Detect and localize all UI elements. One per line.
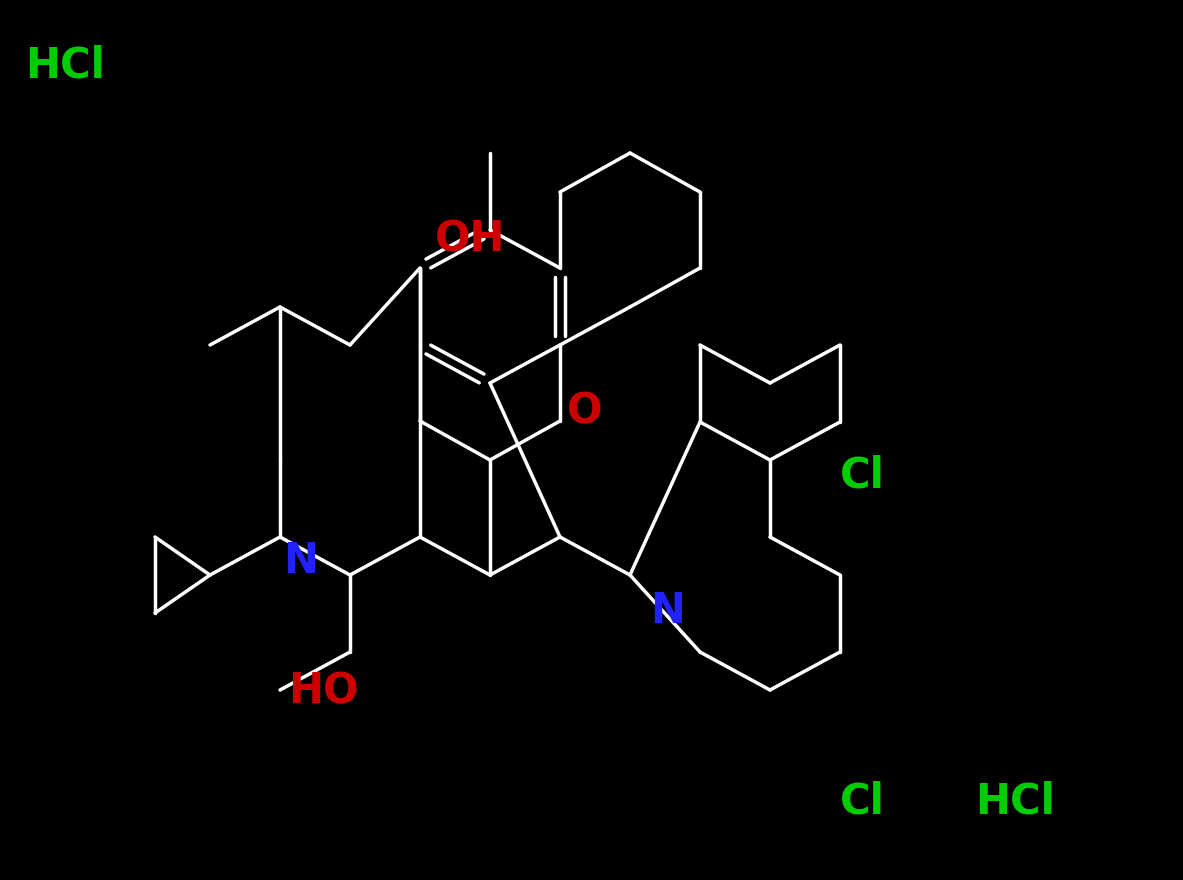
Text: O: O xyxy=(567,390,602,432)
Text: HCl: HCl xyxy=(25,45,105,87)
Text: HO: HO xyxy=(287,670,358,712)
Text: Cl: Cl xyxy=(840,780,885,822)
Text: HCl: HCl xyxy=(975,780,1055,822)
Text: Cl: Cl xyxy=(840,455,885,497)
Text: OH: OH xyxy=(435,218,505,260)
Text: N: N xyxy=(283,540,318,582)
Text: N: N xyxy=(649,590,685,632)
